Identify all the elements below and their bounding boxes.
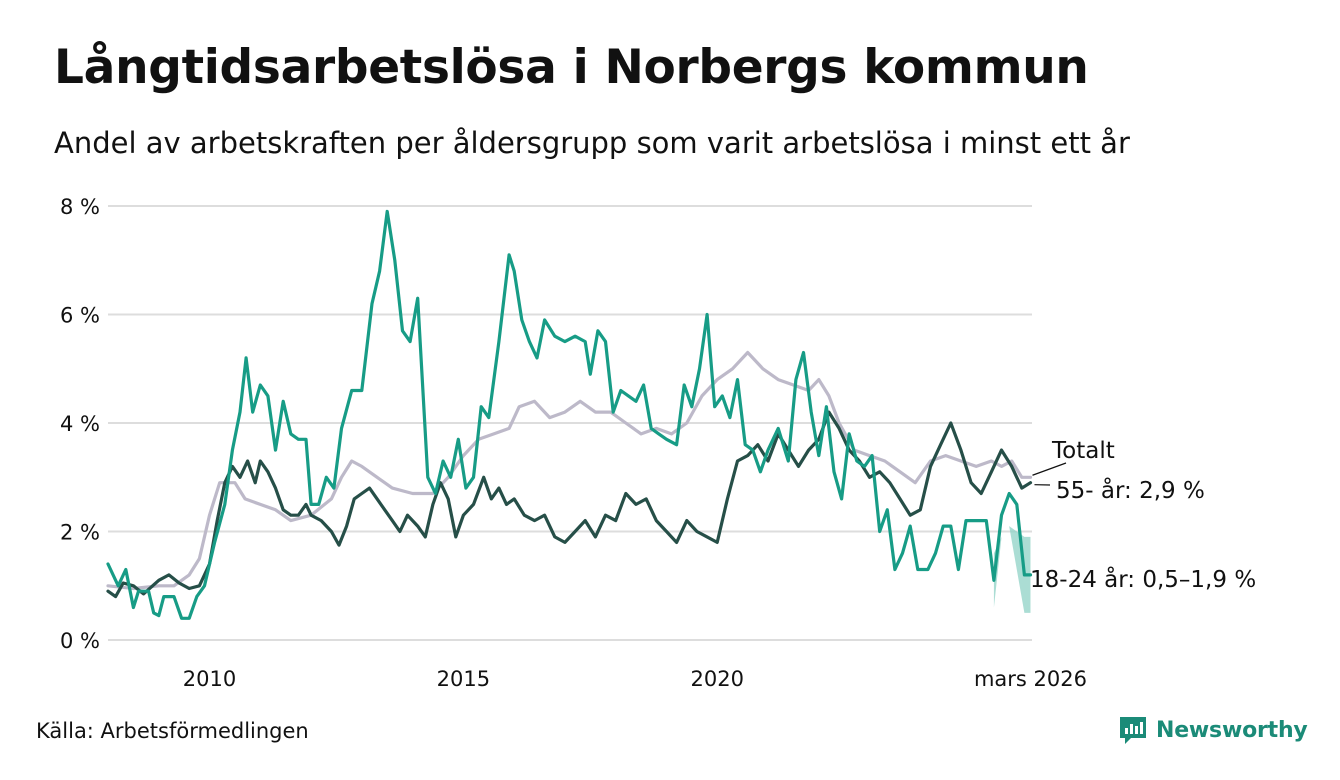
y-tick-label: 4 % [60, 412, 100, 436]
line-total [106, 350, 1033, 591]
y-tick-label: 0 % [60, 629, 100, 653]
y-tick-label: 2 % [60, 521, 100, 545]
x-tick-label: 2010 [183, 667, 236, 691]
newsworthy-logo-icon [1120, 717, 1146, 744]
y-axis-ticks: 0 % 2 % 4 % 6 % 8 % [60, 195, 100, 653]
series-labels: Totalt 55- år: 2,9 % 18-24 år: 0,5–1,9 % [1030, 438, 1256, 593]
series-lines [106, 209, 1033, 620]
y-tick-label: 8 % [60, 195, 100, 219]
label-leader-total [1032, 462, 1067, 476]
gridlines [108, 205, 1032, 641]
label-18-24: 18-24 år: 0,5–1,9 % [1030, 565, 1256, 593]
label-total: Totalt [1051, 438, 1115, 464]
chart-title: Långtidsarbetslösa i Norbergs kommun [54, 40, 1089, 95]
line-18-24 [106, 209, 1033, 620]
x-axis-ticks: 2010 2015 2020 mars 2026 [183, 667, 1087, 691]
line-55-plus [106, 410, 1033, 599]
y-tick-label: 6 % [60, 304, 100, 328]
newsworthy-logo[interactable]: Newsworthy [1118, 712, 1308, 748]
label-55-plus: 55- år: 2,9 % [1056, 476, 1205, 504]
newsworthy-logo-text: Newsworthy [1156, 717, 1308, 743]
x-tick-label: mars 2026 [974, 667, 1087, 691]
source-note: Källa: Arbetsförmedlingen [36, 719, 309, 743]
x-tick-label: 2015 [437, 667, 490, 691]
x-tick-label: 2020 [691, 667, 744, 691]
chart-subtitle: Andel av arbetskraften per åldersgrupp s… [54, 126, 1130, 160]
